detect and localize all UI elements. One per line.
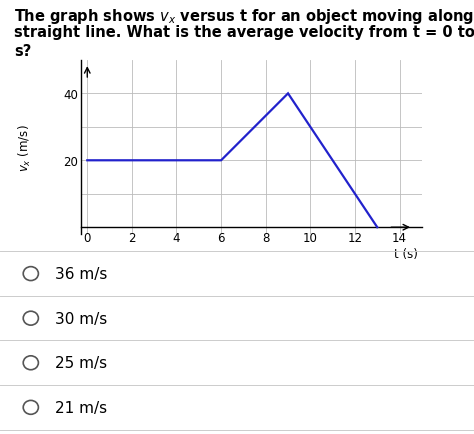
Text: The graph shows $v_x$ versus t for an object moving along: The graph shows $v_x$ versus t for an ob…	[14, 7, 474, 26]
Text: 36 m/s: 36 m/s	[55, 266, 107, 281]
Text: t (s): t (s)	[393, 248, 418, 261]
Y-axis label: $v_x$ (m/s): $v_x$ (m/s)	[17, 124, 33, 171]
Text: 30 m/s: 30 m/s	[55, 311, 107, 326]
Text: s?: s?	[14, 43, 32, 58]
Text: straight line. What is the average velocity from t = 0 to t = 11: straight line. What is the average veloc…	[14, 25, 474, 40]
Text: 25 m/s: 25 m/s	[55, 355, 107, 370]
Text: 21 m/s: 21 m/s	[55, 400, 107, 415]
